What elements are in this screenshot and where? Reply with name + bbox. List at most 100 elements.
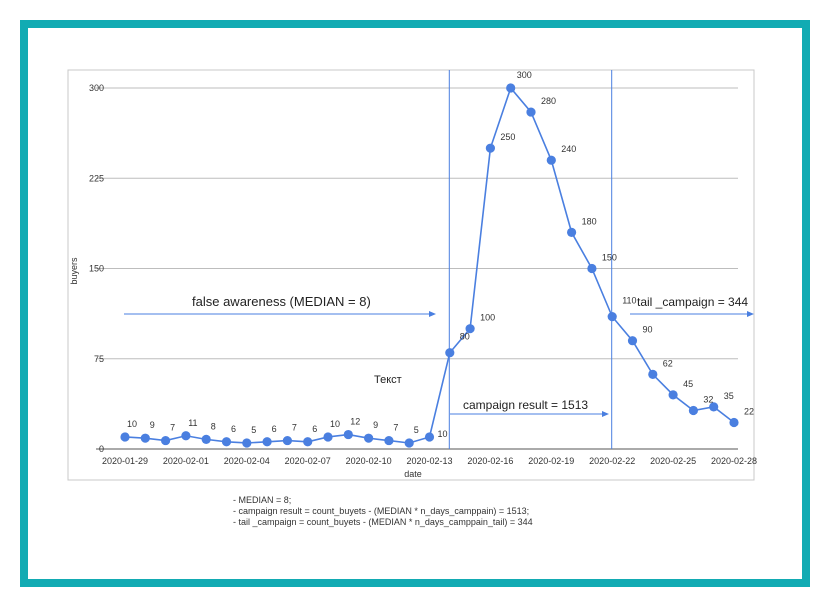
y-tick-label: 150	[89, 264, 104, 274]
data-point	[648, 369, 658, 379]
data-point	[688, 405, 699, 416]
data-label: 9	[150, 420, 155, 430]
data-label: 10	[438, 429, 448, 439]
data-label: 22	[744, 407, 754, 417]
data-label: 240	[561, 144, 576, 154]
data-label: 62	[663, 358, 673, 368]
y-tick-label: 225	[89, 173, 104, 183]
data-point	[282, 435, 292, 446]
data-label: 80	[460, 332, 470, 342]
x-tick-label: 2020-02-04	[224, 456, 270, 466]
data-point	[526, 107, 536, 117]
note-campaign-result: - campaign result = count_buyets - (MEDI…	[233, 506, 530, 516]
data-point	[709, 402, 719, 412]
data-label: 7	[393, 423, 398, 433]
data-label: 180	[582, 216, 597, 226]
x-axis-ticks: 2020-01-29 2020-02-01 2020-02-04 2020-02-07…	[102, 456, 757, 466]
data-point	[627, 336, 638, 346]
false-awareness-label: false awareness (MEDIAN = 8)	[192, 294, 371, 309]
y-tick-label: 75	[94, 354, 104, 364]
data-label: 35	[724, 391, 734, 401]
data-label: 6	[231, 424, 236, 434]
data-label: 8	[211, 421, 216, 431]
data-label: 9	[373, 420, 378, 430]
x-tick-label: 2020-02-22	[589, 456, 635, 466]
x-tick-label: 2020-02-01	[163, 456, 209, 466]
series-buyers	[120, 83, 739, 448]
data-point	[384, 435, 394, 446]
y-axis-label: buyers	[69, 257, 79, 285]
data-point	[607, 312, 617, 322]
data-point	[343, 429, 353, 440]
data-label: 5	[414, 425, 419, 435]
data-point	[485, 143, 495, 153]
data-point	[303, 437, 313, 447]
data-label: 6	[272, 424, 277, 434]
data-point	[729, 417, 739, 428]
tail-campaign-label: tail _campaign = 344	[637, 295, 748, 309]
annotations: false awareness (MEDIAN = 8) campaign re…	[124, 294, 754, 417]
plot-area	[67, 69, 755, 481]
data-label: 12	[350, 417, 360, 427]
data-point	[546, 155, 556, 165]
data-label: 150	[602, 253, 617, 263]
data-point	[242, 438, 252, 448]
data-point	[424, 432, 435, 442]
data-point	[587, 263, 597, 274]
x-tick-label: 2020-02-13	[406, 456, 452, 466]
campaign-result-arrowhead	[602, 411, 609, 417]
false-awareness-arrowhead	[429, 311, 436, 317]
data-point	[445, 348, 455, 358]
data-label: 5	[251, 425, 256, 435]
data-point	[201, 434, 211, 444]
data-point	[262, 437, 272, 447]
data-point	[364, 433, 374, 443]
data-point	[404, 438, 414, 448]
data-point	[120, 432, 130, 442]
data-point	[161, 435, 171, 446]
data-point	[668, 390, 678, 400]
data-label: 280	[541, 96, 556, 106]
data-point	[567, 227, 577, 237]
tail-campaign-arrowhead	[747, 311, 754, 317]
data-label: 90	[643, 325, 653, 335]
data-point	[181, 431, 191, 441]
x-tick-label: 2020-01-29	[102, 456, 148, 466]
data-label: 250	[500, 132, 515, 142]
data-label: 300	[517, 70, 532, 80]
data-label: 6	[312, 424, 317, 434]
campaign-boundary-lines	[448, 70, 613, 449]
campaign-result-label: campaign result = 1513	[463, 398, 588, 412]
note-tail-campaign: - tail _campaign = count_buyets - (MEDIA…	[233, 517, 533, 527]
data-label: 32	[703, 394, 713, 404]
data-point	[323, 432, 333, 442]
x-tick-label: 2020-02-07	[285, 456, 331, 466]
x-tick-label: 2020-02-25	[650, 456, 696, 466]
data-label: 110	[622, 296, 636, 306]
data-point	[465, 324, 475, 334]
data-label: 7	[292, 423, 297, 433]
data-label: 7	[170, 423, 175, 433]
data-label: 11	[188, 418, 197, 428]
data-label: 45	[683, 379, 693, 389]
data-label: 10	[127, 419, 137, 429]
x-tick-label: 2020-02-19	[528, 456, 574, 466]
y-axis-ticks: 0 75 150 225 300	[89, 83, 104, 454]
x-tick-label: 2020-02-10	[346, 456, 392, 466]
note-median: - MEDIAN = 8;	[233, 495, 292, 505]
data-point	[221, 437, 232, 447]
x-axis-label: date	[404, 469, 422, 479]
x-tick-label: 2020-02-28	[711, 456, 757, 466]
data-point	[506, 83, 516, 93]
data-point	[140, 433, 150, 443]
data-labels: 10 9 7 11 8 6 5 6 7 6 10 12 9 7 5 10 80 100 250 300 280 240 18…	[127, 70, 754, 439]
data-label: 10	[330, 419, 340, 429]
y-tick-label: 0	[99, 444, 104, 454]
grid-lines	[96, 87, 738, 450]
x-tick-label: 2020-02-16	[467, 456, 513, 466]
y-tick-label: 300	[89, 83, 104, 93]
data-label: 100	[480, 313, 495, 323]
text-placeholder-label: Текст	[374, 374, 402, 386]
notes-list: - MEDIAN = 8; - campaign result = count_…	[233, 495, 533, 528]
